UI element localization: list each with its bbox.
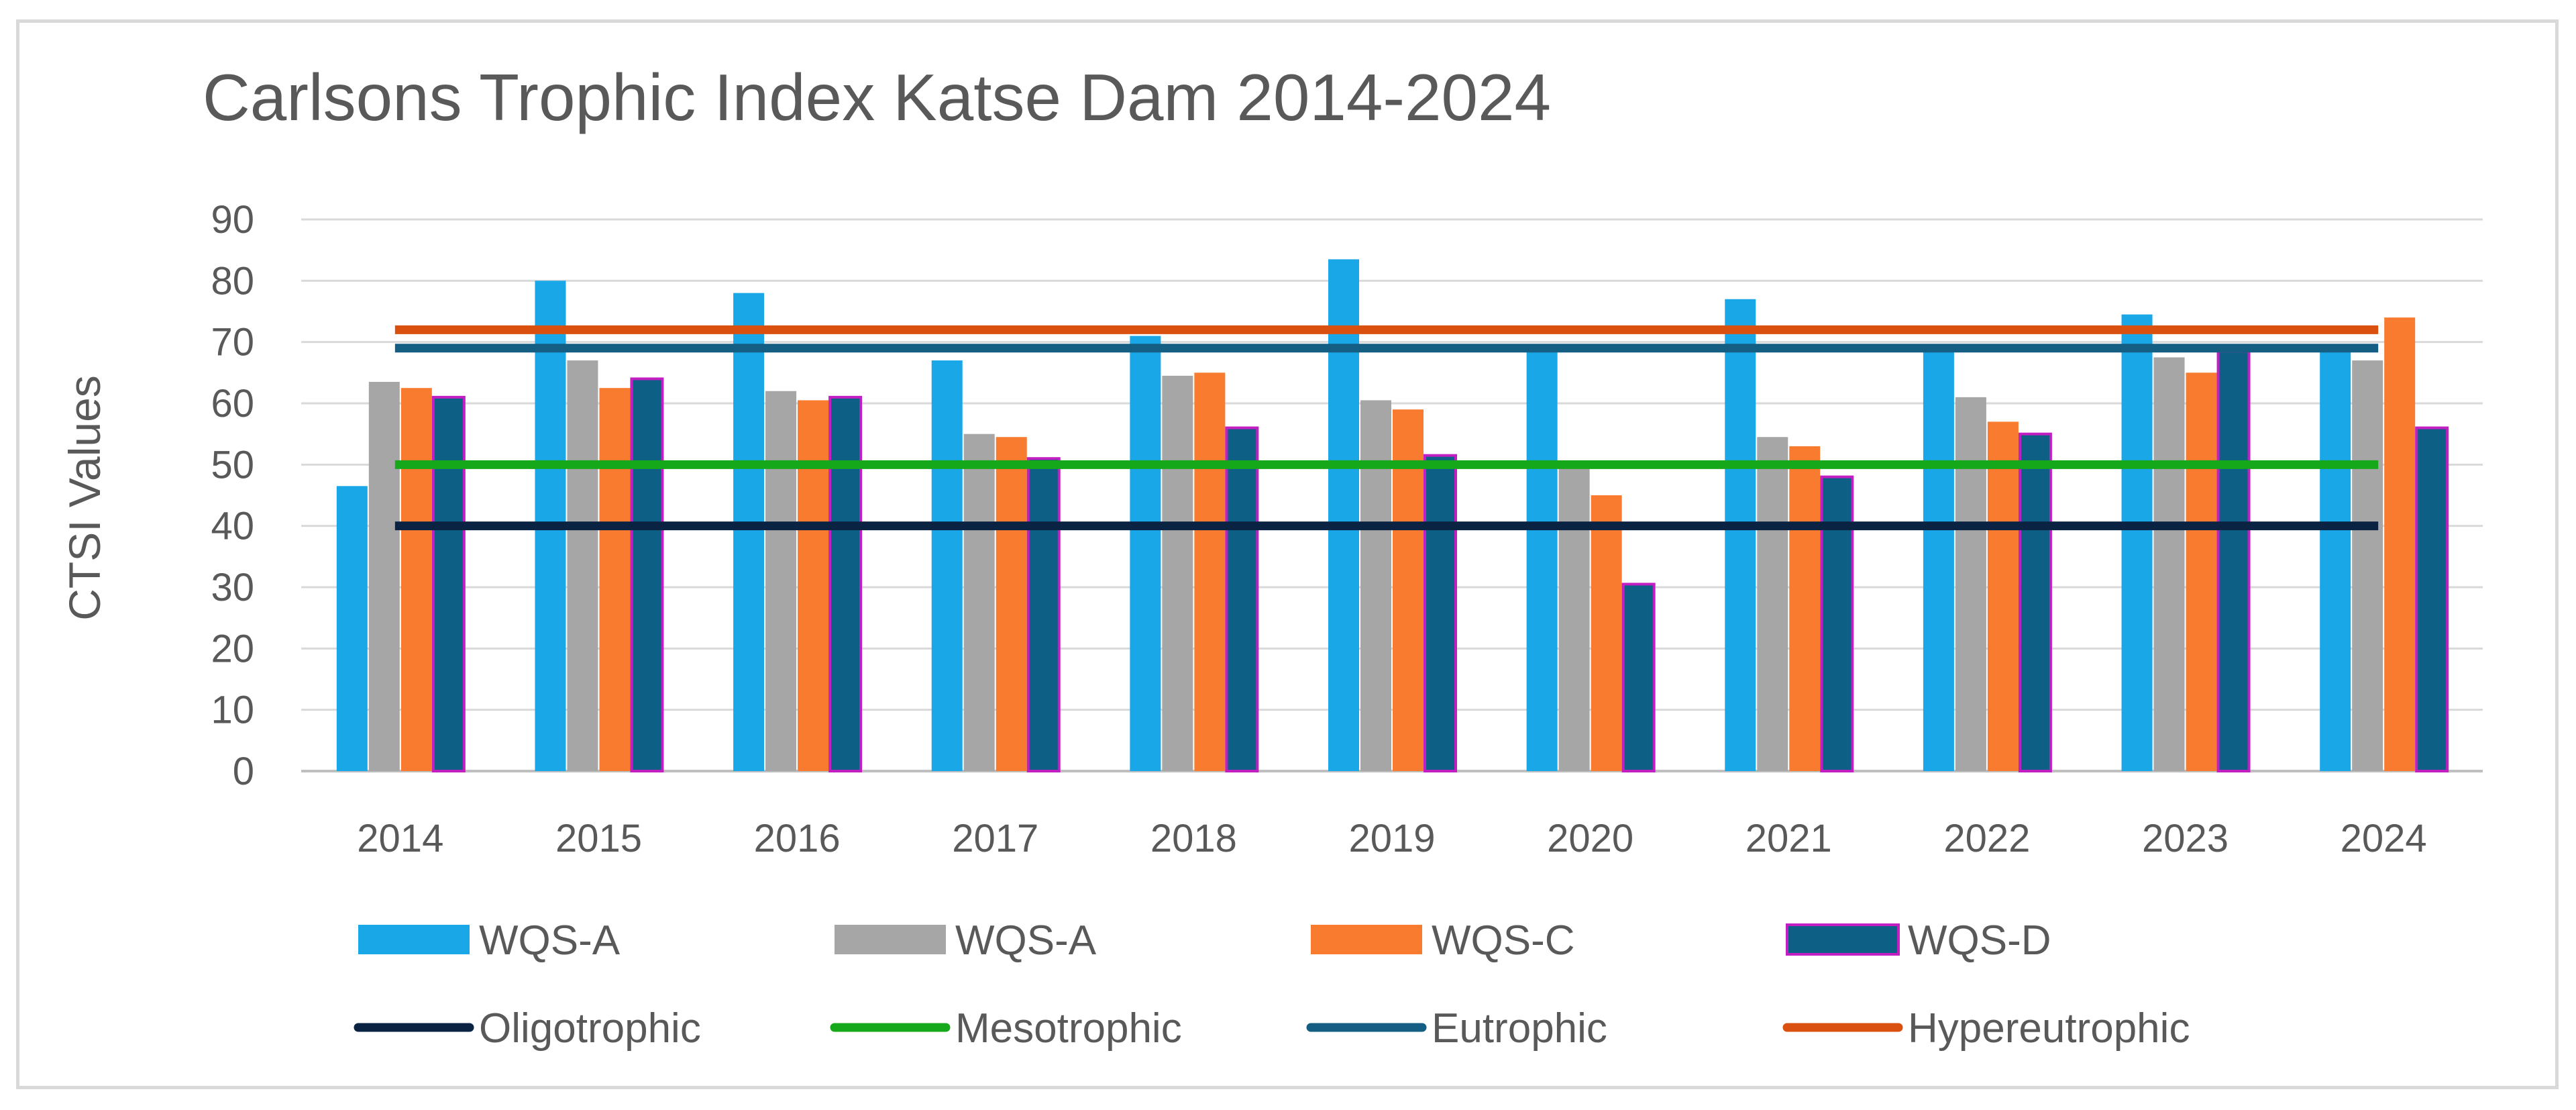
bar-wqs-c-2-2017 [996,437,1027,771]
bar-wqs-a-1-2017 [963,434,995,771]
bar-wqs-c-2-2019 [1393,409,1424,771]
x-tick-label: 2019 [1348,817,1435,860]
legend-label: WQS-A [955,917,1097,964]
bar-wqs-a-1-2021 [1757,437,1788,771]
legend-swatch-wqs-d [1786,923,1900,956]
bar-wqs-c-2-2015 [599,388,631,771]
x-tick-label: 2024 [2341,817,2427,860]
legend-label: Hypereutrophic [1908,1005,2190,1052]
bar-wqs-c-2-2018 [1194,372,1226,771]
bar-wqs-a-0-2014 [336,486,368,771]
bar-wqs-a-1-2014 [368,382,400,771]
x-tick-label: 2015 [555,817,642,860]
x-tick-label: 2020 [1547,817,1633,860]
bar-wqs-a-1-2019 [1360,400,1391,771]
chart-frame: Carlsons Trophic Index Katse Dam 2014-20… [16,19,2559,1089]
x-tick-label: 2016 [754,817,841,860]
y-tick-label: 30 [211,566,254,609]
bar-wqs-a-0-2022 [1923,351,1954,771]
legend-swatch-wqs-a [835,925,946,954]
y-tick-label: 0 [233,750,254,793]
bar-wqs-a-1-2022 [1955,397,1986,771]
x-tick-label: 2022 [1943,817,2030,860]
legend-label: Mesotrophic [955,1005,1182,1052]
chart-title: Carlsons Trophic Index Katse Dam 2014-20… [203,60,1551,134]
bar-wqs-d-3-2016 [828,395,863,772]
bar-wqs-a-0-2023 [2121,314,2153,772]
bar-wqs-c-2-2020 [1591,495,1622,771]
y-tick-label: 80 [211,259,254,303]
bar-wqs-d-3-2023 [2216,350,2251,773]
legend-swatch-wqs-a [358,925,470,954]
bar-wqs-d-3-2024 [2415,426,2449,772]
y-tick-label: 50 [211,443,254,487]
bar-wqs-a-0-2016 [733,293,765,772]
chart-svg: Carlsons Trophic Index Katse Dam 2014-20… [60,60,2483,1052]
y-tick-label: 60 [211,382,254,425]
bar-wqs-d-3-2015 [630,377,664,772]
bar-wqs-c-2-2016 [798,400,829,771]
bar-wqs-c-2-2024 [2384,317,2416,772]
bar-wqs-d-3-2019 [1424,454,1457,773]
bar-wqs-d-3-2022 [2018,432,2052,773]
legend-label: WQS-C [1432,917,1575,964]
x-tick-label: 2018 [1150,817,1237,860]
legend-label: WQS-D [1908,917,2051,964]
y-tick-label: 40 [211,505,254,548]
bar-wqs-a-0-2019 [1328,259,1359,771]
x-tick-label: 2014 [357,817,443,860]
bar-wqs-d-3-2018 [1225,426,1259,772]
bar-wqs-c-2-2014 [400,388,432,771]
bar-wqs-a-1-2015 [567,360,598,771]
x-tick-labels: 2014 2015 2016 2017 2018 2019 2020 2021 2022 2023… [357,817,2426,860]
x-tick-label: 2023 [2142,817,2229,860]
bar-wqs-a-1-2023 [2153,357,2185,771]
bar-wqs-a-0-2021 [1725,299,1756,771]
y-tick-labels: 0 10 20 30 40 50 60 70 80 90 [211,198,254,793]
y-axis-title: CTSI Values [60,375,109,621]
bar-wqs-a-1-2024 [2352,360,2383,771]
bar-wqs-a-1-2016 [765,391,797,771]
bar-wqs-c-2-2022 [1987,421,2019,771]
bar-wqs-c-2-2021 [1789,446,1821,771]
bar-wqs-d-3-2021 [1820,475,1854,772]
bars [336,259,2449,773]
bar-wqs-a-0-2017 [931,360,963,771]
bar-wqs-a-0-2020 [1526,351,1558,771]
bar-wqs-a-0-2018 [1130,336,1161,771]
bar-wqs-d-3-2017 [1026,457,1061,772]
reference-lines [394,325,2379,531]
x-tick-label: 2021 [1746,817,1832,860]
legend-swatch-wqs-c [1311,925,1422,954]
bar-wqs-c-2-2023 [2186,372,2217,771]
bar-wqs-a-1-2018 [1162,375,1193,771]
bar-wqs-a-1-2020 [1558,464,1590,771]
legend: WQS-A WQS-A WQS-C WQS-D Oligotrophic Mesotrop… [354,917,2190,1052]
y-tick-label: 70 [211,321,254,364]
legend-label: Eutrophic [1432,1005,1607,1052]
bar-wqs-d-3-2014 [431,395,466,772]
x-tick-label: 2017 [952,817,1038,860]
legend-label: Oligotrophic [479,1005,701,1052]
bar-wqs-a-0-2024 [2320,348,2351,771]
y-tick-label: 90 [211,198,254,242]
y-tick-label: 10 [211,689,254,732]
bar-wqs-d-3-2020 [1621,583,1656,773]
legend-label: WQS-A [479,917,621,964]
y-tick-label: 20 [211,627,254,670]
